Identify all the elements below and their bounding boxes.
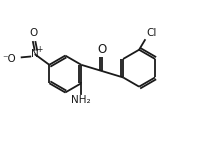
Text: Cl: Cl bbox=[146, 28, 156, 39]
Text: ⁻O: ⁻O bbox=[3, 54, 16, 64]
Text: +: + bbox=[36, 45, 42, 54]
Text: O: O bbox=[98, 43, 107, 56]
Text: N: N bbox=[31, 49, 39, 59]
Text: NH₂: NH₂ bbox=[71, 96, 91, 105]
Text: O: O bbox=[30, 28, 38, 38]
